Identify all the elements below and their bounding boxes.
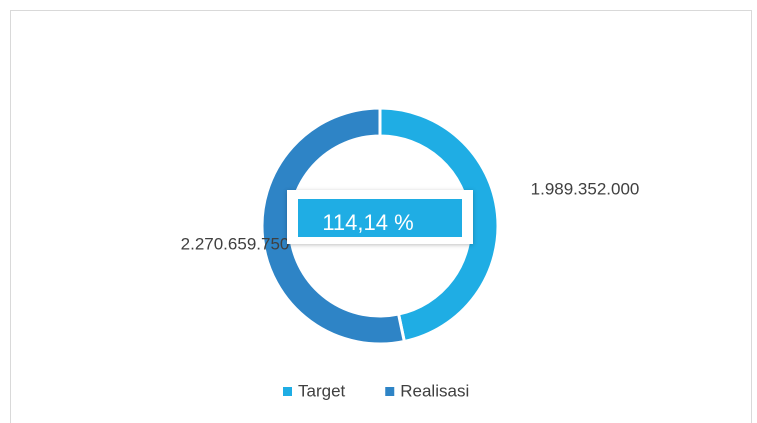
donut <box>260 106 500 346</box>
donut-segment <box>378 106 500 344</box>
legend: Target Realisasi <box>283 381 469 400</box>
data-label: 2.270.659.750 <box>181 234 290 253</box>
center-annotation: 114,14 % <box>322 210 413 235</box>
data-labels: 1.989.352.000 2.270.659.750 <box>181 179 640 253</box>
legend-label: Target <box>298 381 346 400</box>
center-callout: 114,14 % <box>287 190 473 244</box>
chart-frame <box>10 10 752 423</box>
legend-label: Realisasi <box>400 381 469 400</box>
donut-segment <box>260 106 407 346</box>
legend-swatch <box>385 387 395 396</box>
data-label: 1.989.352.000 <box>531 179 640 198</box>
callout-box <box>298 199 462 237</box>
legend-swatch <box>283 387 292 396</box>
